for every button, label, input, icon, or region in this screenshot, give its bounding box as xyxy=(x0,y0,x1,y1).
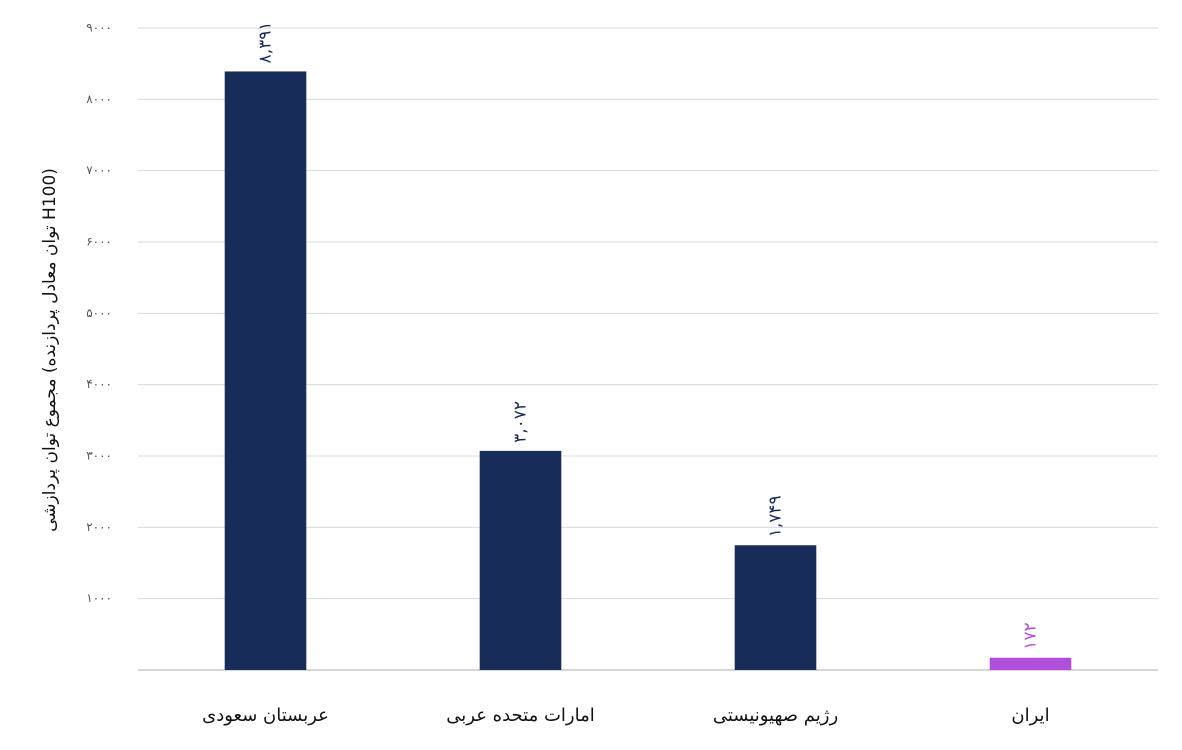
y-tick-label: ۸۰۰۰ xyxy=(86,92,112,106)
bar xyxy=(224,71,307,670)
y-axis-title: مجموع توان پردازشی (توان معادل پردازنده … xyxy=(40,168,60,532)
bar xyxy=(734,545,817,670)
y-tick-label: ۲۰۰۰ xyxy=(86,520,112,534)
y-tick-label: ۱۰۰۰ xyxy=(86,591,112,605)
bar xyxy=(989,657,1072,670)
y-tick-label: ۳۰۰۰ xyxy=(86,449,112,463)
bar xyxy=(479,450,562,670)
value-label: ۳,۰۷۲ xyxy=(511,401,531,443)
y-tick-label: ۴۰۰۰ xyxy=(86,377,112,391)
value-label: ۱۷۲ xyxy=(1021,622,1041,649)
x-tick-label: ایران xyxy=(1011,705,1049,726)
y-tick-label: ۵۰۰۰ xyxy=(86,306,112,320)
value-label: ۸,۳۹۱ xyxy=(256,22,276,64)
x-tick-label: امارات متحده عربی xyxy=(446,705,594,726)
value-label: ۱,۷۴۹ xyxy=(766,495,786,537)
y-tick-label: ۷۰۰۰ xyxy=(86,163,112,177)
y-tick-label: ۹۰۰۰ xyxy=(86,21,112,35)
y-tick-label: ۶۰۰۰ xyxy=(86,235,112,249)
x-tick-label: رژیم صهیونیستی xyxy=(713,705,838,726)
x-tick-label: عربستان سعودی xyxy=(202,705,329,726)
